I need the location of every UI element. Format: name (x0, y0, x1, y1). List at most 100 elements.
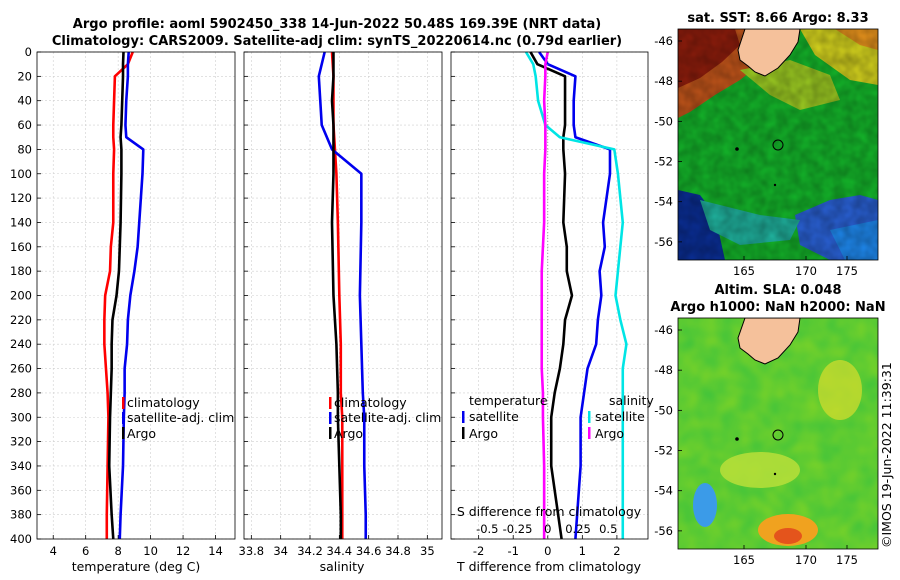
salinity-panel: 33.8 34 34.2 34.4 34.6 34.8 35 salinity climat… (239, 51, 443, 574)
depth-tick-label: 80 (17, 142, 32, 156)
map-lat-tick-label: -56 (654, 235, 673, 249)
depth-tick-label: 240 (10, 337, 32, 351)
depth-tick-label: 280 (10, 386, 32, 400)
sla-yellow-band (720, 452, 800, 488)
sla-campbell-island (773, 472, 777, 476)
depth-tick-label: 200 (10, 289, 32, 303)
depth-tick-label: 40 (17, 94, 32, 108)
map-lat-tick-label: -48 (654, 74, 673, 88)
legend-s-argo-marker (588, 427, 591, 439)
legend-argo-marker (122, 427, 125, 439)
difference-series-temperature-argo (529, 51, 574, 540)
sst-auckland-islands (735, 147, 739, 151)
difference-series-salinity-argo (540, 51, 550, 539)
difference-panel-frame (450, 51, 649, 540)
sla-map-title-line1: Altim. SLA: 0.048 (715, 283, 842, 298)
difference-xtick-label: 2 (613, 544, 620, 558)
sla-map-title-line2: Argo h1000: NaN h2000: NaN (670, 300, 885, 315)
temperature-series-satellite-adj-clim (118, 51, 145, 540)
map-lat-tick-label: -52 (654, 155, 673, 169)
difference-xtick-label: 1 (579, 544, 586, 558)
legend-satellite-label: satellite-adj. clim (127, 410, 234, 425)
depth-tick-label: 140 (10, 215, 32, 229)
temperature-xtick-label: 10 (143, 544, 158, 558)
map-lat-tick-label: -50 (654, 114, 673, 128)
salinity-xtick-label: 34.4 (327, 544, 353, 558)
depth-tick-label: 340 (10, 459, 32, 473)
map-lat-tick-label: -46 (654, 34, 673, 48)
salinity-xtick-label: 34.6 (356, 544, 382, 558)
legend-t-argo-marker (462, 427, 465, 439)
difference-xtick-label: 0 (544, 544, 551, 558)
map-lon-tick-label: 170 (795, 264, 817, 278)
salinity-panel-frame (243, 51, 443, 540)
s-difference-tick-label: 0 (544, 522, 551, 536)
temperature-xtick-label: 12 (176, 544, 191, 558)
sst-argo-location-marker (772, 139, 784, 151)
sal-legend-argo-label: Argo (334, 426, 363, 441)
s-difference-tick-label: -0.25 (503, 522, 533, 536)
depth-tick-label: 220 (10, 313, 32, 327)
depth-tick-label: 180 (10, 264, 32, 278)
difference-xtick-label: -2 (473, 544, 484, 558)
map-lat-tick-label: -54 (654, 195, 673, 209)
map-lon-tick-label: 170 (795, 553, 817, 567)
depth-tick-label: 60 (17, 118, 32, 132)
depth-tick-label: 380 (10, 508, 32, 522)
temperature-xtick-label: 8 (114, 544, 121, 558)
sst-map (678, 29, 878, 260)
depth-tick-label: 320 (10, 435, 32, 449)
t-difference-xlabel: T difference from climatology (456, 559, 642, 574)
depth-tick-label: 360 (10, 483, 32, 497)
sst-campbell-island (773, 183, 777, 187)
temperature-xtick-label: 14 (208, 544, 223, 558)
legend-satellite-marker (122, 412, 125, 424)
temperature-panel-frame (36, 51, 236, 540)
salinity-xtick-label: 33.8 (239, 544, 265, 558)
s-difference-tick-label: 0.25 (565, 522, 591, 536)
map-lat-tick-label: -46 (654, 323, 673, 337)
salinity-xlabel: salinity (320, 559, 365, 574)
map-lat-tick-label: -52 (654, 444, 673, 458)
sla-land-south-island (737, 318, 801, 365)
temperature-xlabel: temperature (deg C) (72, 559, 201, 574)
map-lon-tick-label: 175 (836, 264, 858, 278)
depth-tick-label: 300 (10, 410, 32, 424)
difference-series-temperature-satellite (538, 51, 612, 540)
salinity-series-satellite-adj-clim (317, 51, 368, 539)
sla-auckland-islands (735, 437, 739, 441)
sla-low-anomaly (693, 483, 717, 527)
map-lon-tick-label: 175 (836, 553, 858, 567)
sst-map-axes: -46 -48 -50 -52 -54 -56 165 170 175 (654, 34, 858, 278)
salinity-series-argo (330, 52, 343, 539)
sal-legend-climatology-marker (329, 397, 332, 409)
legend-t-satellite-label: satellite (469, 409, 519, 424)
depth-tick-label: 120 (10, 191, 32, 205)
temperature-xtick-label: 6 (82, 544, 89, 558)
legend-salinity-title: salinity (609, 393, 654, 408)
s-difference-tick-label: -0.5 (476, 522, 498, 536)
legend-t-satellite-marker (462, 411, 465, 423)
depth-tick-label: 100 (10, 167, 32, 181)
figure-title-line2: Climatology: CARS2009. Satellite-adj cli… (52, 34, 622, 49)
depth-tick-label: 400 (10, 532, 32, 546)
sal-legend-argo-marker (329, 427, 332, 439)
map-lat-tick-label: -50 (654, 403, 673, 417)
legend-argo-label: Argo (127, 426, 156, 441)
legend-t-argo-label: Argo (469, 426, 498, 441)
salinity-xtick-label: 34.8 (385, 544, 411, 558)
temperature-series-climatology (103, 51, 134, 539)
difference-panel: -2 -1 0 1 2 -0.5 -0.25 0 0.25 0.5 S difference f… (450, 51, 654, 574)
map-lat-tick-label: -56 (654, 524, 673, 538)
temperature-xtick-label: 4 (50, 544, 57, 558)
map-lon-tick-label: 165 (733, 264, 755, 278)
depth-tick-label: 0 (25, 45, 32, 59)
depth-axis: 0 20 40 60 80 100 120 140 160 180 200 220 240 260 280 3… (10, 45, 32, 546)
sal-legend-satellite-label: satellite-adj. clim (334, 410, 441, 425)
salinity-xtick-label: 35 (420, 544, 435, 558)
s-difference-axis-label: S difference from climatology (457, 504, 642, 519)
salinity-xtick-label: 34 (273, 544, 288, 558)
legend-climatology-label: climatology (127, 395, 200, 410)
legend-s-satellite-label: satellite (595, 409, 645, 424)
